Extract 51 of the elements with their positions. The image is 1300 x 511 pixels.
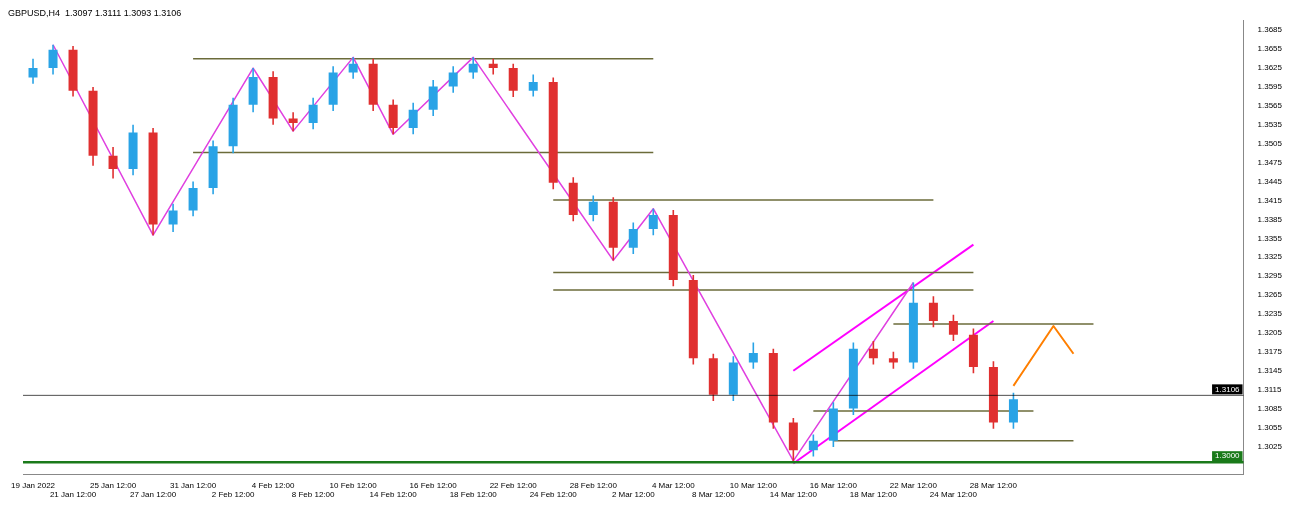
x-tick-label: 2 Mar 12:00 [611,490,656,500]
y-tick-label: 1.3505 [1257,138,1283,148]
x-tick-label: 27 Jan 12:00 [129,490,177,500]
y-tick-label: 1.3025 [1257,441,1283,451]
y-tick-label: 1.3205 [1257,328,1283,338]
x-tick-label: 24 Feb 12:00 [529,490,578,500]
x-tick-label: 8 Mar 12:00 [691,490,736,500]
y-tick-label: 1.3475 [1257,157,1283,167]
x-tick-label: 18 Feb 12:00 [449,490,498,500]
x-tick-label: 10 Mar 12:00 [729,480,778,490]
x-tick-label: 10 Feb 12:00 [329,480,378,490]
x-tick-label: 16 Mar 12:00 [809,480,858,490]
y-tick-label: 1.3565 [1257,101,1283,111]
y-tick-label: 1.3235 [1257,309,1283,319]
ref-line-label: 1.3106 [1215,384,1241,394]
x-tick-label: 4 Feb 12:00 [251,480,296,490]
x-tick-label: 31 Jan 12:00 [169,480,217,490]
y-tick-label: 1.3145 [1257,365,1283,375]
x-tick-label: 2 Feb 12:00 [211,490,255,500]
y-tick-label: 1.3055 [1257,422,1283,432]
x-tick-label: 28 Mar 12:00 [969,480,1018,490]
ref-line-label: 1.3000 [1215,451,1241,461]
chart-title: GBPUSD,H4 1.3097 1.3111 1.3093 1.3106 [8,7,182,18]
y-tick-label: 1.3625 [1257,63,1283,73]
x-tick-label: 19 Jan 2022 [11,480,56,490]
x-tick-label: 24 Mar 12:00 [929,490,978,500]
x-tick-label: 14 Mar 12:00 [769,490,818,500]
x-tick-label: 16 Feb 12:00 [409,480,458,490]
x-tick-label: 22 Mar 12:00 [889,480,938,490]
y-tick-label: 1.3685 [1257,25,1283,35]
y-tick-label: 1.3445 [1257,176,1283,186]
x-tick-label: 25 Jan 12:00 [89,480,137,490]
x-tick-label: 8 Feb 12:00 [291,490,336,500]
x-tick-label: 22 Feb 12:00 [489,480,538,490]
y-tick-label: 1.3265 [1257,290,1283,300]
y-tick-label: 1.3085 [1257,403,1283,413]
x-tick-label: 4 Mar 12:00 [651,480,696,490]
y-tick-label: 1.3595 [1257,82,1283,92]
y-tick-label: 1.3325 [1257,252,1283,262]
x-tick-label: 14 Feb 12:00 [369,490,418,500]
y-tick-label: 1.3415 [1257,195,1283,205]
y-tick-label: 1.3655 [1257,44,1283,54]
y-tick-label: 1.3535 [1257,120,1283,130]
x-tick-label: 18 Mar 12:00 [849,490,898,500]
y-tick-label: 1.3115 [1257,384,1282,394]
y-tick-label: 1.3175 [1257,347,1283,357]
y-tick-label: 1.3385 [1257,214,1283,224]
y-tick-label: 1.3295 [1257,271,1283,281]
x-tick-label: 28 Feb 12:00 [569,480,618,490]
x-tick-label: 21 Jan 12:00 [49,490,97,500]
y-tick-label: 1.3355 [1257,233,1283,243]
